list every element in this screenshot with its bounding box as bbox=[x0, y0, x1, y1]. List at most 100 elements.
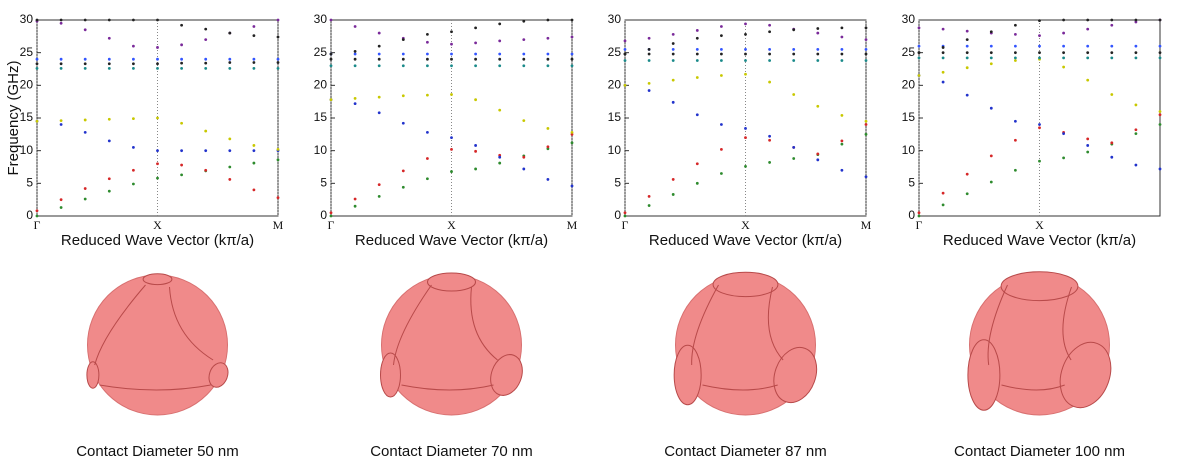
band-point bbox=[571, 19, 574, 22]
band-point bbox=[354, 25, 357, 28]
sphere bbox=[88, 275, 228, 415]
band-point bbox=[1135, 51, 1138, 54]
band-point bbox=[108, 67, 111, 70]
band-point bbox=[156, 177, 159, 180]
band-point bbox=[498, 156, 501, 159]
band-point bbox=[108, 62, 111, 65]
band-point bbox=[402, 64, 405, 67]
band-point bbox=[277, 58, 280, 61]
band-point bbox=[450, 148, 453, 151]
band-point bbox=[330, 58, 333, 61]
band-point bbox=[966, 94, 969, 97]
band-point bbox=[378, 183, 381, 186]
band-point bbox=[1110, 141, 1113, 144]
band-point bbox=[918, 56, 921, 59]
band-point bbox=[426, 131, 429, 134]
band-point bbox=[942, 46, 945, 49]
band-point bbox=[990, 51, 993, 54]
band-point bbox=[648, 53, 651, 56]
band-point bbox=[354, 205, 357, 208]
band-point bbox=[768, 24, 771, 27]
band-point bbox=[84, 67, 87, 70]
band-point bbox=[966, 30, 969, 33]
band-point bbox=[1135, 45, 1138, 48]
band-point bbox=[1110, 56, 1113, 59]
band-point bbox=[277, 196, 280, 199]
band-point bbox=[108, 177, 111, 180]
band-point bbox=[672, 33, 675, 36]
band-point bbox=[1014, 139, 1017, 142]
band-point bbox=[180, 58, 183, 61]
band-point bbox=[36, 120, 39, 123]
band-point bbox=[624, 53, 627, 56]
band-point bbox=[648, 37, 651, 40]
band-point bbox=[966, 38, 969, 41]
figure: 051015202530ΓXMReduced Wave Vector (kπ/a… bbox=[0, 0, 1177, 462]
band-point bbox=[253, 162, 256, 165]
band-point bbox=[330, 64, 333, 67]
band-point bbox=[768, 53, 771, 56]
band-point bbox=[648, 82, 651, 85]
band-point bbox=[841, 139, 844, 142]
band-point bbox=[966, 45, 969, 48]
band-point bbox=[156, 67, 159, 70]
band-point bbox=[450, 53, 453, 56]
y-tick-label: 10 bbox=[902, 143, 916, 157]
band-point bbox=[84, 19, 87, 22]
band-point bbox=[672, 48, 675, 51]
band-point bbox=[1159, 168, 1162, 171]
band-point bbox=[354, 198, 357, 201]
band-point bbox=[204, 58, 207, 61]
band-point bbox=[498, 109, 501, 112]
band-point bbox=[156, 58, 159, 61]
band-point bbox=[696, 76, 699, 79]
band-point bbox=[624, 40, 627, 43]
band-point bbox=[816, 59, 819, 62]
band-point bbox=[132, 62, 135, 65]
y-tick-label: 0 bbox=[908, 208, 915, 222]
band-point bbox=[253, 67, 256, 70]
band-point bbox=[672, 178, 675, 181]
y-tick-label: 25 bbox=[314, 45, 328, 59]
band-point bbox=[180, 62, 183, 65]
band-point bbox=[792, 146, 795, 149]
contact-left bbox=[674, 345, 701, 404]
band-point bbox=[204, 28, 207, 31]
band-point bbox=[841, 114, 844, 117]
y-tick-label: 30 bbox=[608, 12, 622, 26]
band-point bbox=[402, 38, 405, 41]
band-point bbox=[865, 26, 868, 29]
band-point bbox=[990, 154, 993, 157]
band-point bbox=[60, 58, 63, 61]
x-tick-label: X bbox=[447, 218, 456, 232]
band-point bbox=[547, 53, 550, 56]
caption: Contact Diameter 70 nm bbox=[370, 443, 533, 460]
band-point bbox=[672, 193, 675, 196]
band-point bbox=[1135, 56, 1138, 59]
band-point bbox=[84, 198, 87, 201]
contact-top bbox=[428, 273, 476, 291]
band-point bbox=[1086, 144, 1089, 147]
band-point bbox=[720, 123, 723, 126]
y-tick-label: 20 bbox=[902, 78, 916, 92]
band-point bbox=[792, 93, 795, 96]
band-point bbox=[1110, 19, 1113, 22]
y-tick-label: 5 bbox=[26, 176, 33, 190]
band-point bbox=[60, 22, 63, 25]
band-point bbox=[1086, 138, 1089, 141]
band-point bbox=[84, 187, 87, 190]
y-tick-label: 30 bbox=[314, 12, 328, 26]
band-point bbox=[1014, 51, 1017, 54]
band-point bbox=[522, 58, 525, 61]
band-point bbox=[720, 25, 723, 28]
band-point bbox=[1062, 56, 1065, 59]
band-point bbox=[1038, 126, 1041, 129]
band-point bbox=[474, 98, 477, 101]
band-point bbox=[1086, 56, 1089, 59]
band-point bbox=[966, 51, 969, 54]
band-point bbox=[450, 43, 453, 46]
band-point bbox=[84, 119, 87, 122]
band-point bbox=[84, 58, 87, 61]
band-point bbox=[277, 158, 280, 161]
plot-frame bbox=[331, 20, 572, 216]
